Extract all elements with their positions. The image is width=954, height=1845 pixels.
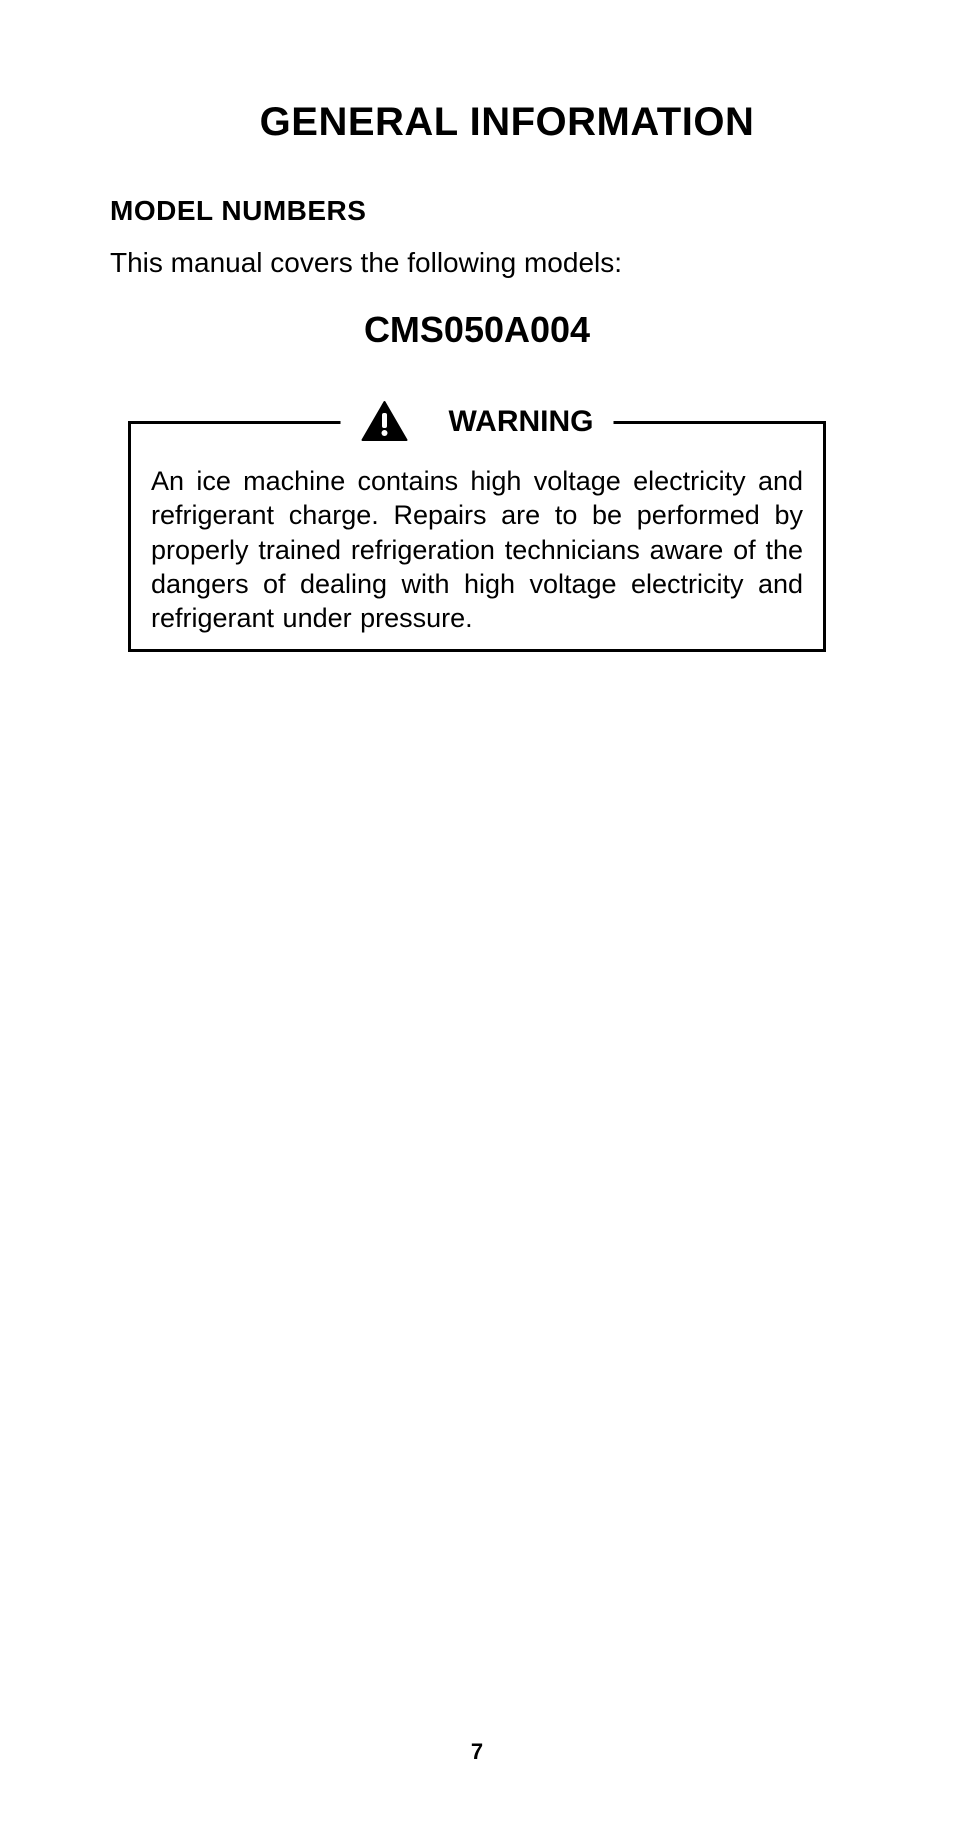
warning-header: WARNING [341, 400, 614, 444]
warning-text: An ice machine contains high voltage ele… [151, 464, 803, 635]
model-number: CMS050A004 [110, 309, 844, 351]
warning-triangle-icon [361, 400, 409, 444]
page-number: 7 [471, 1739, 483, 1765]
sub-heading: MODEL NUMBERS [110, 195, 844, 227]
warning-label: WARNING [449, 405, 594, 439]
intro-text: This manual covers the following models: [110, 247, 844, 279]
warning-box: WARNING An ice machine contains high vol… [128, 421, 826, 652]
page-content: GENERAL INFORMATION MODEL NUMBERS This m… [0, 0, 954, 652]
main-heading: GENERAL INFORMATION [170, 100, 844, 145]
